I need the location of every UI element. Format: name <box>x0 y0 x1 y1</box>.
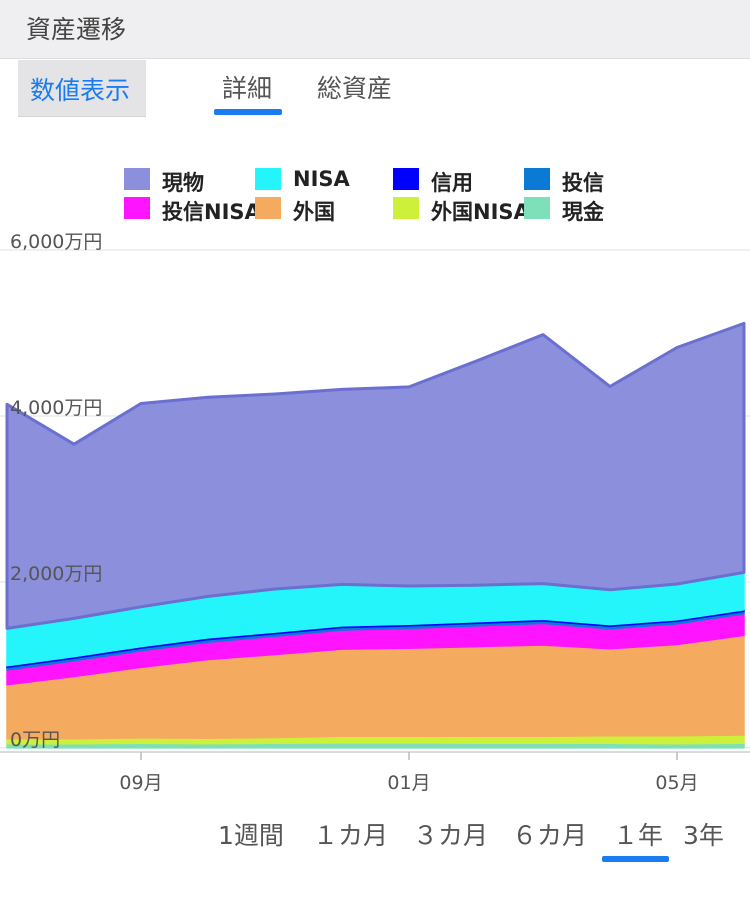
page-title: 資産遷移 <box>26 15 127 44</box>
legend-swatch <box>124 197 150 219</box>
tab-detail[interactable]: 詳細 <box>222 74 273 103</box>
numeric-display-button[interactable]: 数値表示 <box>18 60 146 117</box>
legend-swatch <box>124 168 150 190</box>
legend-swatch <box>393 197 419 219</box>
legend-label: 外国NISA <box>431 200 530 224</box>
x-tick-label-2: 05月 <box>655 772 698 794</box>
header-bar: 資産遷移 <box>0 0 750 59</box>
numeric-display-label: 数値表示 <box>30 76 131 105</box>
range-1-year[interactable]: １年 <box>613 821 664 850</box>
legend-swatch <box>255 197 281 219</box>
range-1-week[interactable]: 1週間 <box>218 821 284 850</box>
legend-label: 投信 <box>562 171 604 195</box>
y-tick-label-2: 4,000万円 <box>10 397 102 419</box>
y-tick-label-0: 0万円 <box>10 729 60 751</box>
tab-total-assets[interactable]: 総資産 <box>317 74 393 103</box>
legend-label: NISA <box>293 167 350 191</box>
legend-label: 現物 <box>162 171 204 195</box>
legend-label: 投信NISA <box>162 200 261 224</box>
range-3-months[interactable]: ３カ月 <box>413 821 489 850</box>
range-1-month[interactable]: １カ月 <box>313 821 389 850</box>
x-tick-label-1: 01月 <box>387 772 430 794</box>
legend-swatch <box>255 168 281 190</box>
legend-swatch <box>524 197 550 219</box>
range-3-years[interactable]: 3年 <box>683 821 724 850</box>
legend-label: 信用 <box>431 171 473 195</box>
range-1-year-underline <box>602 856 669 862</box>
legend-swatch <box>393 168 419 190</box>
legend-label: 外国 <box>293 200 335 224</box>
asset-area-chart: 09月 01月 05月 0万円 2,000万円 4,000万円 6,000万円 <box>0 231 750 794</box>
legend-label: 現金 <box>562 200 604 224</box>
x-tick-label-0: 09月 <box>119 772 162 794</box>
range-6-months[interactable]: ６カ月 <box>512 821 588 850</box>
series-area-7 <box>5 321 746 630</box>
y-tick-label-3: 6,000万円 <box>10 231 102 253</box>
y-tick-label-1: 2,000万円 <box>10 563 102 585</box>
tab-detail-underline <box>214 109 282 115</box>
legend-swatch <box>524 168 550 190</box>
